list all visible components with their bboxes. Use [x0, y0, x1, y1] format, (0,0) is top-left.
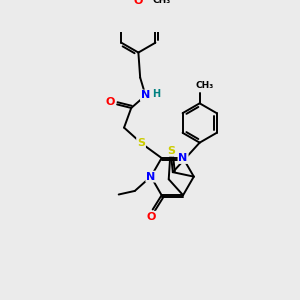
Text: O: O [146, 212, 156, 222]
Text: S: S [137, 138, 145, 148]
Text: O: O [134, 0, 143, 6]
Text: O: O [106, 97, 115, 107]
Text: N: N [146, 172, 155, 182]
Text: N: N [178, 153, 188, 163]
Text: CH₃: CH₃ [196, 81, 214, 90]
Text: S: S [167, 146, 175, 156]
Text: N: N [141, 91, 150, 100]
Text: H: H [152, 89, 160, 99]
Text: CH₃: CH₃ [152, 0, 171, 5]
